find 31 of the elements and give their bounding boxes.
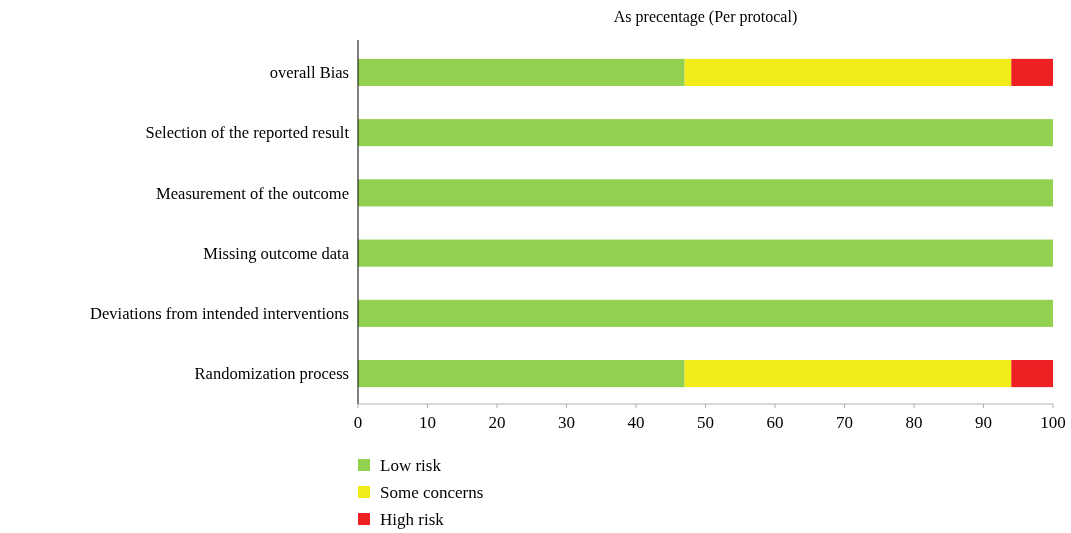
bar (358, 360, 685, 388)
bar (358, 58, 685, 86)
legend-label: Low risk (380, 455, 442, 475)
x-tick-label: 0 (353, 413, 363, 432)
legend-label: High risk (380, 509, 445, 529)
x-tick-label: 40 (627, 413, 645, 432)
x-tick-label: 90 (975, 413, 992, 432)
bar (684, 58, 1012, 86)
bar (684, 360, 1012, 388)
x-tick-label: 80 (905, 413, 923, 432)
bar (358, 239, 1053, 267)
y-tick-label: Missing outcome data (203, 243, 350, 263)
bar (358, 119, 1053, 147)
bar (358, 179, 1053, 207)
bar (1011, 58, 1053, 86)
y-tick-label: Measurement of the outcome (156, 183, 349, 203)
x-tick-label: 60 (766, 413, 784, 432)
x-tick-label: 10 (419, 413, 436, 432)
x-tick-label: 100 (1040, 413, 1066, 432)
y-tick-label: Randomization process (194, 364, 349, 384)
chart-title: As precentage (Per protocal) (613, 8, 798, 26)
x-tick-label: 20 (488, 413, 506, 432)
bar (1011, 360, 1053, 388)
y-tick-label: Deviations from intended interventions (90, 304, 349, 324)
y-tick-label: Selection of the reported result (145, 123, 350, 143)
bar (358, 299, 1053, 327)
legend-label: Some concerns (380, 482, 484, 502)
x-tick-label: 50 (697, 413, 714, 432)
x-tick-label: 70 (836, 413, 853, 432)
x-tick-label: 30 (558, 413, 575, 432)
y-tick-label: overall Bias (269, 63, 349, 83)
